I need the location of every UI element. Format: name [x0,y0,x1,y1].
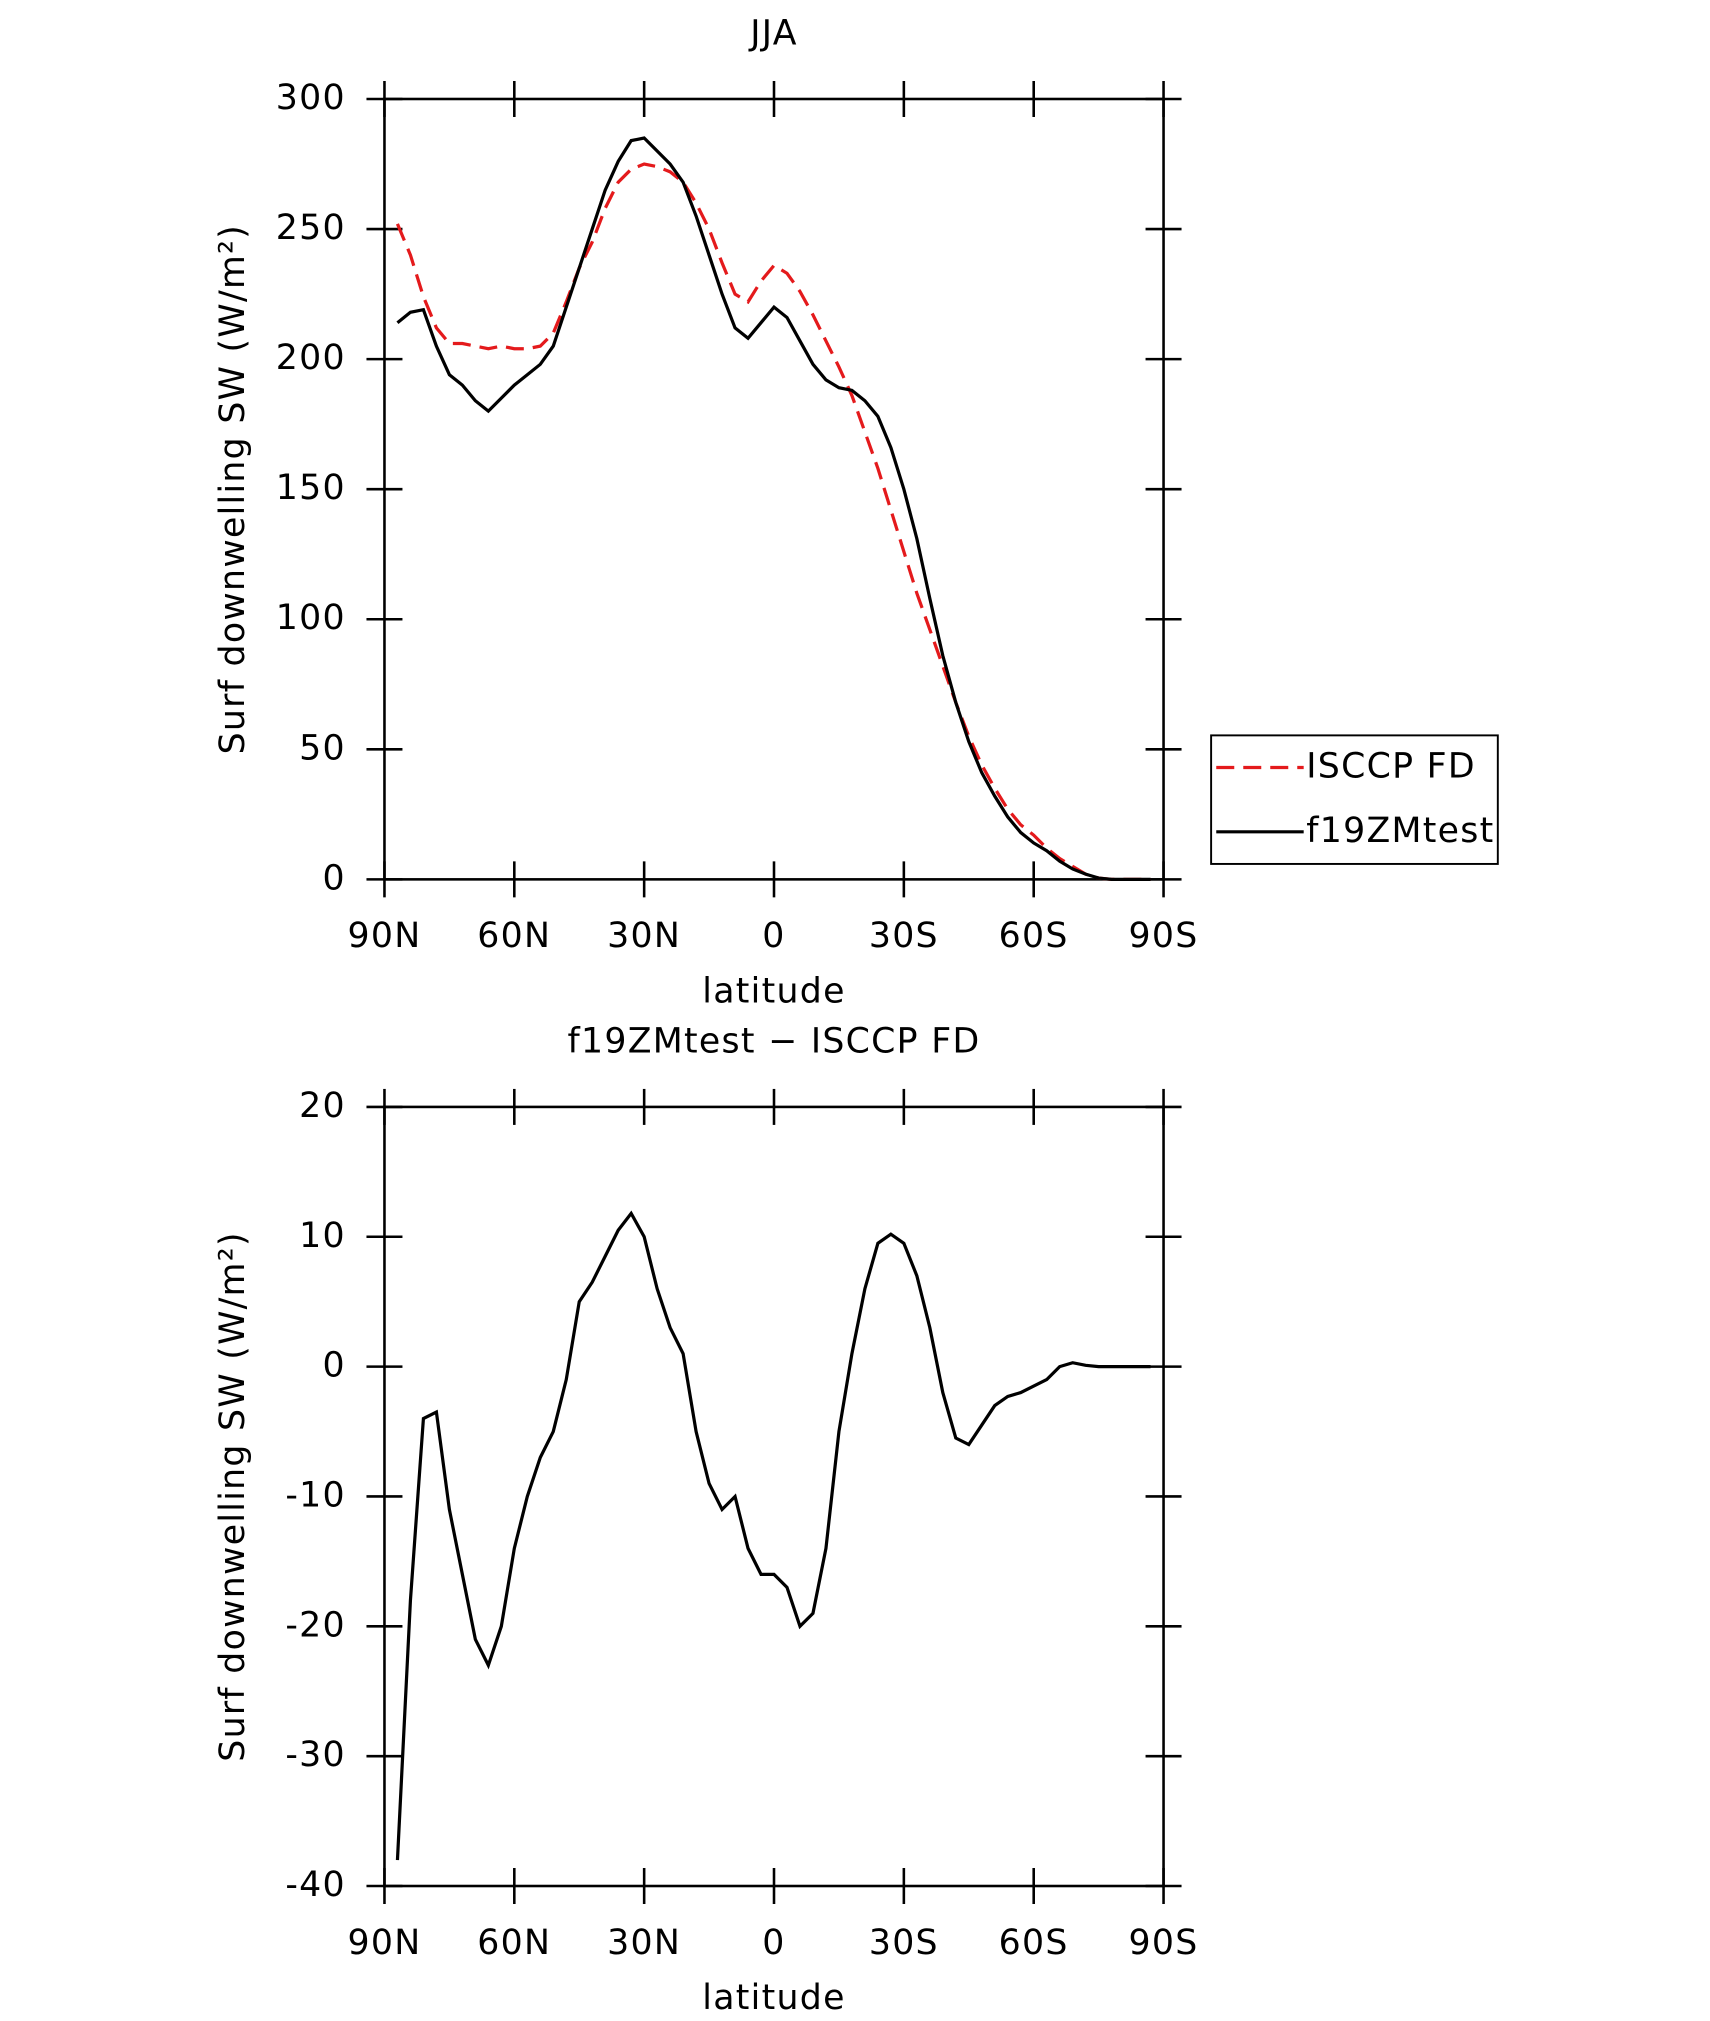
y-tick-label: 100 [276,598,346,638]
x-tick-label: 30S [869,1923,939,1963]
x-axis-label: latitude [702,972,845,1012]
y-tick-label: 0 [323,858,346,898]
x-tick-label: 60N [477,916,551,956]
x-tick-label: 60S [999,1923,1069,1963]
y-tick-label: 150 [276,468,346,508]
series-line [395,162,1151,881]
y-tick-label: 50 [299,728,346,768]
x-tick-label: 30N [607,916,681,956]
x-tick-label: 60S [999,916,1069,956]
y-tick-label: 0 [323,1346,346,1386]
y-tick-label: 250 [276,208,346,248]
y-axis-label: Surf downwelling SW (W/m²) [213,1231,253,1761]
x-tick-label: 90S [1129,1923,1199,1963]
series-line [395,1210,1151,1861]
y-tick-label: 20 [299,1086,346,1126]
plot-frame [383,1105,1165,1888]
x-tick-label: 90N [347,1923,421,1963]
y-tick-label: -30 [285,1735,346,1775]
chart-title: f19ZMtest − ISCCP FD [568,1022,981,1062]
y-tick-label: 10 [299,1216,346,1256]
legend-label: f19ZMtest [1306,811,1494,851]
legend-box [1210,734,1499,865]
x-tick-label: 30N [607,1923,681,1963]
y-tick-label: -40 [285,1865,346,1905]
x-tick-label: 90N [347,916,421,956]
y-tick-label: 300 [276,78,346,118]
x-tick-label: 0 [762,916,785,956]
x-tick-label: 60N [477,1923,551,1963]
x-tick-label: 90S [1129,916,1199,956]
chart-title: JJA [748,14,797,54]
plot-frame [383,97,1165,881]
x-tick-label: 30S [869,916,939,956]
y-axis-label: Surf downwelling SW (W/m²) [213,224,253,755]
x-axis-label: latitude [702,1978,845,2018]
y-tick-label: -20 [285,1605,346,1645]
series-line [396,136,1151,881]
x-tick-label: 0 [762,1923,785,1963]
y-tick-label: -10 [285,1475,346,1515]
y-tick-label: 200 [276,338,346,378]
legend-label: ISCCP FD [1306,747,1476,787]
